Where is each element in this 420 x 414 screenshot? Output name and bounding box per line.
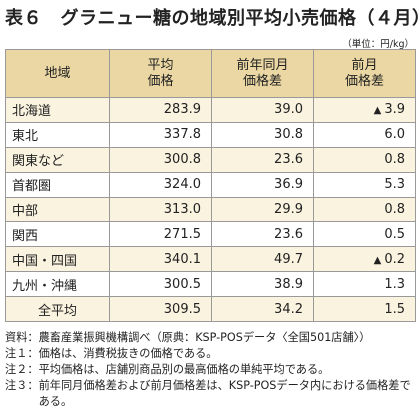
table-row: 首都圏 324.0 36.9 5.3	[5, 171, 416, 198]
mom-diff-cell: 1.3	[313, 271, 416, 297]
header-mom-diff: 前月 価格差	[313, 49, 416, 98]
mom-diff-value: 0.8	[384, 201, 405, 217]
mom-diff-cell: ▲ 3.9	[313, 97, 416, 123]
avg-price-cell: 283.9	[109, 97, 212, 123]
note-3: 注３： 前年同月価格差および前月価格差は、KSP-POSデータ内における価格差で…	[5, 378, 417, 410]
region-cell: 首都圏	[5, 171, 110, 198]
region-cell: 関東など	[5, 146, 110, 173]
region-cell: 全平均	[5, 296, 110, 322]
table-row: 東北 337.8 30.8 6.0	[5, 121, 416, 148]
region-cell: 北海道	[5, 97, 110, 123]
note-label: 注３：	[5, 379, 39, 392]
source-note: 資料： 農畜産業振興機構調べ（原典：KSP-POSデータ〈全国501店舗〉）	[5, 330, 417, 346]
region-cell: 中部	[5, 196, 110, 223]
note-label: 資料：	[5, 331, 39, 344]
table-row: 関西 271.5 23.6 0.5	[5, 221, 416, 248]
avg-price-cell: 300.5	[109, 271, 212, 297]
note-1: 注１： 価格は、消費税抜きの価格である。	[5, 346, 417, 362]
header-yoy-line2: 価格差	[242, 73, 282, 89]
price-table: 地域 平均 価格 前年同月 価格差 前月 価格差 北海道 283.9 39.0 …	[5, 49, 416, 322]
header-mom-line2: 価格差	[344, 73, 384, 89]
mom-diff-cell: ▲ 0.2	[313, 246, 416, 273]
footnotes: 資料： 農畜産業振興機構調べ（原典：KSP-POSデータ〈全国501店舗〉） 注…	[5, 330, 417, 410]
yoy-diff-cell: 39.0	[211, 97, 314, 123]
yoy-diff-cell: 23.6	[211, 221, 314, 248]
note-text: 価格は、消費税抜きの価格である。	[38, 347, 218, 360]
header-yoy-diff: 前年同月 価格差	[211, 49, 314, 98]
header-yoy-line1: 前年同月	[236, 57, 289, 73]
table-row: 北海道 283.9 39.0 ▲ 3.9	[5, 97, 416, 123]
note-text: 平均価格は、店舗別商品別の最高価格の単純平均である。	[38, 363, 330, 376]
avg-price-cell: 313.0	[109, 196, 212, 223]
mom-diff-value: 5.3	[384, 177, 405, 193]
avg-price-cell: 309.5	[109, 296, 212, 322]
note-2: 注２： 平均価格は、店舗別商品別の最高価格の単純平均である。	[5, 362, 417, 378]
avg-price-cell: 337.8	[109, 121, 212, 148]
mom-diff-value: 1.5	[384, 301, 405, 317]
mom-diff-value: 6.0	[384, 127, 405, 143]
table-title: 表６ グラニュー糖の地域別平均小売価格（４月）	[5, 8, 420, 29]
header-region: 地域	[5, 49, 110, 98]
table-row-total: 全平均 309.5 34.2 1.5	[5, 296, 416, 322]
header-avg-line1: 平均	[147, 57, 174, 73]
mom-diff-cell: 1.5	[313, 296, 416, 322]
region-cell: 関西	[5, 221, 110, 248]
yoy-diff-cell: 30.8	[211, 121, 314, 148]
mom-diff-value: 0.8	[384, 152, 405, 168]
avg-price-cell: 300.8	[109, 146, 212, 173]
mom-diff-cell: 0.8	[313, 146, 416, 173]
mom-diff-value: 0.2	[384, 251, 405, 267]
region-cell: 中国・四国	[5, 246, 110, 273]
yoy-diff-cell: 36.9	[211, 171, 314, 198]
unit-label: （単位：円/kg）	[342, 39, 414, 50]
yoy-diff-cell: 49.7	[211, 246, 314, 273]
note-text: 農畜産業振興機構調べ（原典：KSP-POSデータ〈全国501店舗〉）	[38, 331, 371, 344]
yoy-diff-cell: 23.6	[211, 146, 314, 173]
avg-price-cell: 324.0	[109, 171, 212, 198]
mom-diff-value: 1.3	[384, 276, 405, 292]
note-label: 注１：	[5, 347, 39, 360]
avg-price-cell: 340.1	[109, 246, 212, 273]
yoy-diff-cell: 34.2	[211, 296, 314, 322]
table-row: 関東など 300.8 23.6 0.8	[5, 146, 416, 173]
note-text: 前年同月価格差および前月価格差は、KSP-POSデータ内における価格差である。	[38, 379, 411, 408]
table-row: 中部 313.0 29.9 0.8	[5, 196, 416, 223]
note-label: 注２：	[5, 363, 39, 376]
decrease-triangle-icon: ▲	[373, 254, 382, 266]
avg-price-cell: 271.5	[109, 221, 212, 248]
mom-diff-cell: 0.5	[313, 221, 416, 248]
region-cell: 東北	[5, 121, 110, 148]
mom-diff-value: 0.5	[384, 226, 405, 242]
table-row: 九州・沖縄 300.5 38.9 1.3	[5, 271, 416, 297]
mom-diff-value: 3.9	[384, 102, 405, 118]
mom-diff-cell: 0.8	[313, 196, 416, 223]
mom-diff-cell: 6.0	[313, 121, 416, 148]
region-cell: 九州・沖縄	[5, 271, 110, 297]
header-avg-line2: 価格	[147, 73, 174, 89]
header-mom-line1: 前月	[351, 57, 378, 73]
mom-diff-cell: 5.3	[313, 171, 416, 198]
yoy-diff-cell: 38.9	[211, 271, 314, 297]
header-avg-price: 平均 価格	[109, 49, 212, 98]
decrease-triangle-icon: ▲	[373, 105, 382, 117]
yoy-diff-cell: 29.9	[211, 196, 314, 223]
table-row: 中国・四国 340.1 49.7 ▲ 0.2	[5, 246, 416, 273]
